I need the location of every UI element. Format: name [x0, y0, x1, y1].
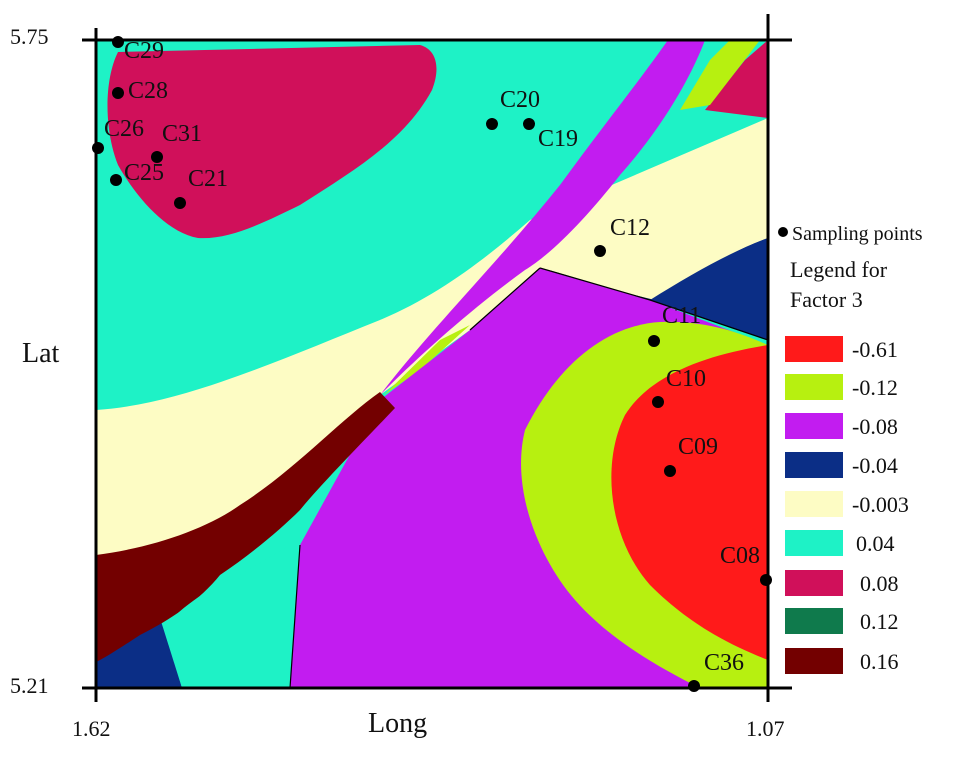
- map-legend: Sampling points Legend for Factor 3 -0.6…: [778, 223, 923, 674]
- legend-title-line1: Legend for: [790, 257, 888, 282]
- legend-swatch-7: [785, 570, 843, 596]
- sampling-point-marker-C20: [486, 118, 498, 130]
- sampling-point-marker-C11: [648, 335, 660, 347]
- zone--0.12-sliver: [680, 40, 760, 110]
- x-tick-left: 1.62: [72, 716, 111, 741]
- sampling-point-label-C29: C29: [124, 38, 164, 64]
- sampling-point-marker-C25: [110, 174, 122, 186]
- zone--0.61-core: [611, 345, 768, 660]
- sampling-point-marker-C10: [652, 396, 664, 408]
- legend-sampling-label: Sampling points: [792, 223, 923, 245]
- sampling-points: C29 C28 C26 C31 C25 C21 C20 C19 C12 C11 …: [92, 36, 772, 692]
- legend-swatch-9: [785, 648, 843, 674]
- y-tick-top: 5.75: [10, 24, 49, 49]
- sampling-point-label-C20: C20: [500, 87, 540, 113]
- sampling-point-marker-C09: [664, 465, 676, 477]
- sampling-point-label-C11: C11: [662, 303, 701, 329]
- sampling-point-marker-C19: [523, 118, 535, 130]
- sampling-point-label-C09: C09: [678, 434, 718, 460]
- legend-label-7: 0.08: [860, 571, 899, 596]
- sampling-point-label-C28: C28: [128, 78, 168, 104]
- sampling-point-marker-C08: [760, 574, 772, 586]
- legend-label-8: 0.12: [860, 609, 899, 634]
- sampling-point-marker-C36: [688, 680, 700, 692]
- legend-sampling-marker: [778, 227, 788, 237]
- zone--0.04-right: [650, 238, 768, 340]
- zone-0.08-topright: [705, 40, 768, 118]
- x-axis-label: Long: [368, 708, 427, 739]
- legend-swatch-1: [785, 336, 843, 362]
- map-zones: [96, 40, 768, 688]
- legend-label-1: -0.61: [852, 337, 898, 362]
- legend-swatch-3: [785, 413, 843, 439]
- sampling-point-label-C12: C12: [610, 215, 650, 241]
- zone--0.12-small: [384, 325, 470, 395]
- sampling-point-marker-C21: [174, 197, 186, 209]
- sampling-point-label-C21: C21: [188, 166, 228, 192]
- legend-swatch-8: [785, 608, 843, 634]
- x-tick-right: 1.07: [746, 716, 785, 741]
- sampling-point-marker-C31: [151, 151, 163, 163]
- y-tick-bottom: 5.21: [10, 673, 49, 698]
- sampling-point-label-C10: C10: [666, 366, 706, 392]
- sampling-point-label-C31: C31: [162, 121, 202, 147]
- y-axis-label: Lat: [22, 338, 60, 369]
- sampling-point-label-C26: C26: [104, 116, 144, 142]
- legend-label-6: 0.04: [856, 531, 895, 556]
- legend-label-4: -0.04: [852, 453, 898, 478]
- legend-swatch-5: [785, 491, 843, 517]
- sampling-point-label-C19: C19: [538, 126, 578, 152]
- zone--0.04-bottomleft: [96, 618, 182, 688]
- zone-0.04-lowerleft: [165, 545, 290, 688]
- zone-0.08-topleft: [107, 45, 437, 239]
- sampling-point-label-C08: C08: [720, 543, 760, 569]
- sampling-point-marker-C12: [594, 245, 606, 257]
- sampling-point-marker-C29: [112, 36, 124, 48]
- legend-swatch-6: [785, 530, 843, 556]
- legend-label-9: 0.16: [860, 649, 899, 674]
- legend-title-line2: Factor 3: [790, 287, 863, 312]
- legend-label-5: -0.003: [852, 492, 909, 517]
- sampling-point-marker-C28: [112, 87, 124, 99]
- legend-label-3: -0.08: [852, 414, 898, 439]
- sampling-point-marker-C26: [92, 142, 104, 154]
- zone-0.16-band: [96, 392, 395, 662]
- zone--0.08-diagonal: [380, 40, 705, 395]
- sampling-point-label-C25: C25: [124, 160, 164, 186]
- legend-swatch-4: [785, 452, 843, 478]
- legend-label-2: -0.12: [852, 375, 898, 400]
- plot-frame: [82, 14, 792, 702]
- sampling-point-label-C36: C36: [704, 650, 744, 676]
- legend-swatch-2: [785, 374, 843, 400]
- zone-boundary-lines: [289, 267, 768, 688]
